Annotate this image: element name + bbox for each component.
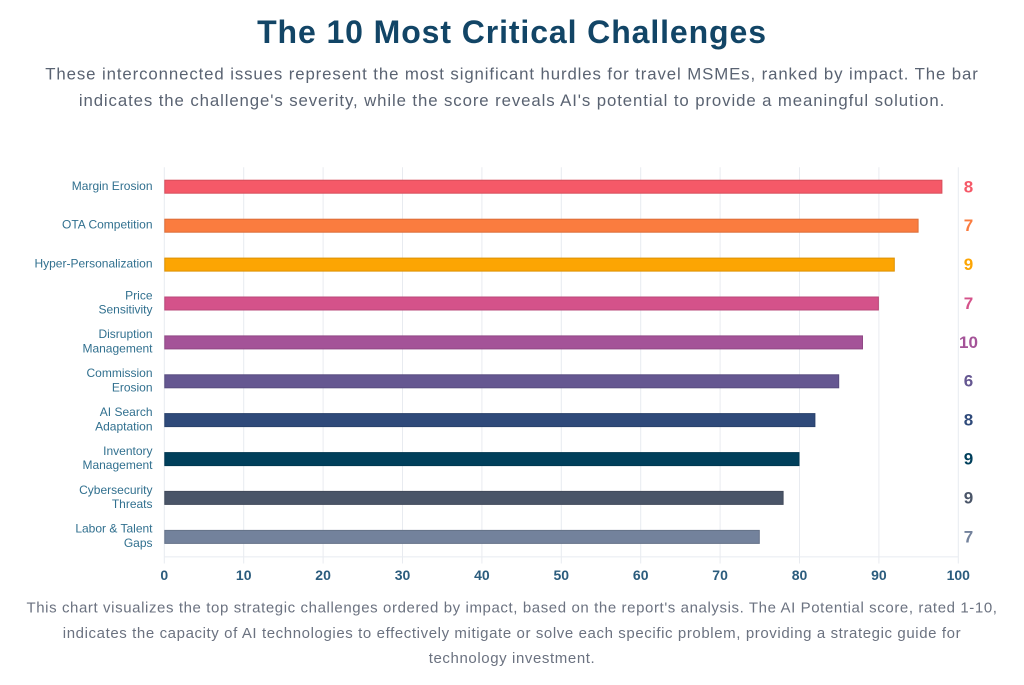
svg-text:7: 7 <box>964 216 973 235</box>
svg-text:technology investment.: technology investment. <box>429 650 596 667</box>
svg-text:The 10 Most Critical Challenge: The 10 Most Critical Challenges <box>257 14 767 50</box>
svg-text:Hyper-Personalization: Hyper-Personalization <box>34 257 152 271</box>
svg-text:OTA Competition: OTA Competition <box>62 218 152 232</box>
svg-text:Cybersecurity: Cybersecurity <box>79 483 152 497</box>
svg-text:indicates the challenge's seve: indicates the challenge's severity, whil… <box>79 91 945 110</box>
svg-text:Erosion: Erosion <box>112 380 153 394</box>
svg-text:Adaptation: Adaptation <box>95 419 152 433</box>
svg-text:10: 10 <box>236 567 252 583</box>
svg-text:50: 50 <box>554 567 570 583</box>
svg-text:Management: Management <box>82 458 153 472</box>
svg-text:Price: Price <box>125 288 153 302</box>
svg-text:10: 10 <box>959 333 978 352</box>
svg-text:Inventory: Inventory <box>103 444 152 458</box>
svg-text:70: 70 <box>712 567 728 583</box>
svg-text:Commission: Commission <box>86 366 152 380</box>
svg-text:These interconnected issues re: These interconnected issues represent th… <box>45 64 978 83</box>
svg-text:90: 90 <box>871 567 887 583</box>
svg-text:40: 40 <box>474 567 490 583</box>
svg-text:0: 0 <box>160 567 168 583</box>
svg-text:Margin Erosion: Margin Erosion <box>72 179 153 193</box>
svg-text:Threats: Threats <box>112 497 153 511</box>
svg-text:This chart visualizes the top: This chart visualizes the top strategic … <box>26 600 997 617</box>
svg-text:7: 7 <box>964 294 973 313</box>
svg-text:Management: Management <box>82 342 153 356</box>
svg-text:80: 80 <box>792 567 808 583</box>
svg-text:AI Search: AI Search <box>100 405 153 419</box>
svg-text:9: 9 <box>964 450 973 469</box>
svg-text:8: 8 <box>964 411 973 430</box>
svg-text:30: 30 <box>395 567 411 583</box>
svg-text:6: 6 <box>964 372 973 391</box>
svg-text:Sensitivity: Sensitivity <box>98 303 152 317</box>
svg-text:20: 20 <box>315 567 331 583</box>
svg-text:9: 9 <box>964 255 973 274</box>
svg-text:100: 100 <box>947 567 971 583</box>
svg-text:8: 8 <box>964 177 973 196</box>
svg-text:Gaps: Gaps <box>124 536 153 550</box>
svg-text:9: 9 <box>964 488 973 507</box>
svg-text:Disruption: Disruption <box>98 327 152 341</box>
svg-text:indicates the capacity of AI t: indicates the capacity of AI technologie… <box>63 625 961 642</box>
svg-text:7: 7 <box>964 527 973 546</box>
svg-text:60: 60 <box>633 567 649 583</box>
svg-text:Labor & Talent: Labor & Talent <box>75 522 153 536</box>
